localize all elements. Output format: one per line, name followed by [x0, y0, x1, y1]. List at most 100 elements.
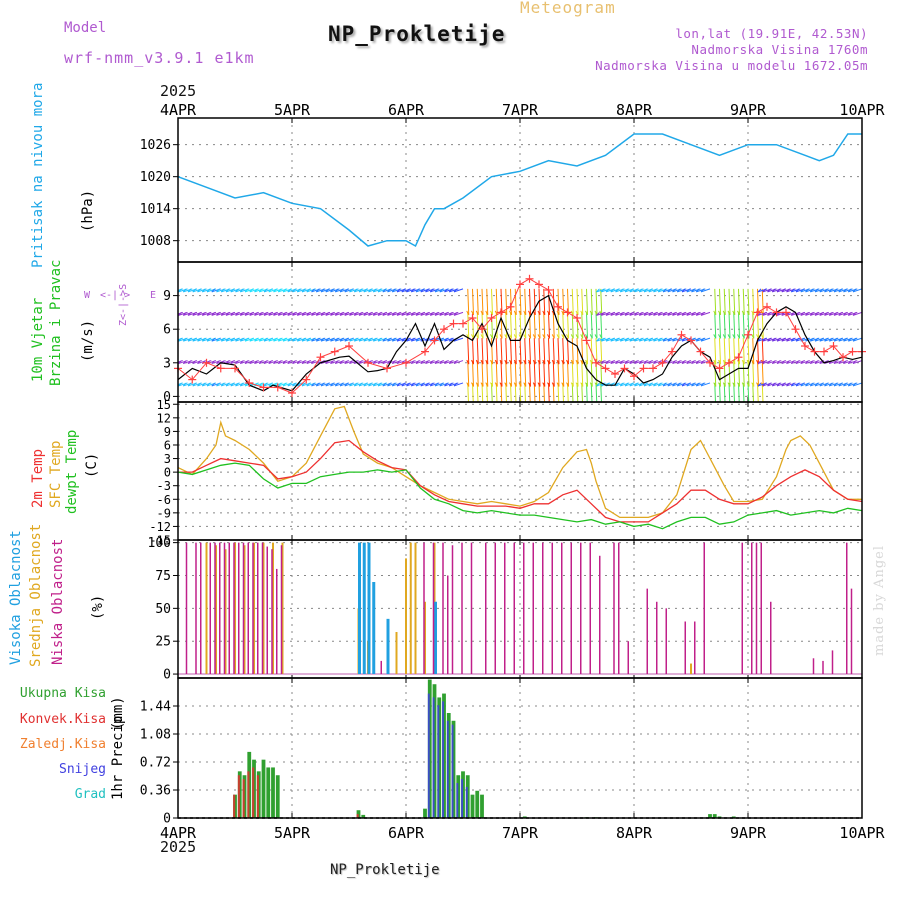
wind-arrow-head: [192, 337, 197, 342]
panel-bg: [178, 540, 862, 678]
wind-arrow-head: [211, 312, 216, 316]
wind-arrow-head: [537, 310, 541, 316]
wind-arrow-head: [847, 382, 852, 387]
wind-arrow: [519, 338, 522, 365]
wind-arrow-head: [311, 382, 315, 387]
wind-arrow-head: [201, 382, 206, 387]
wind-arrow-head: [732, 310, 736, 316]
wind-arrow-head: [282, 312, 287, 316]
wind-arrow: [852, 382, 862, 387]
precip-total-bar: [522, 816, 527, 818]
wind-arrow-head: [425, 382, 429, 387]
wind-arrow-head: [444, 382, 448, 387]
wind-arrow-head: [372, 312, 377, 316]
precip-snow-bar: [456, 783, 459, 818]
wind-arrow-head: [330, 312, 334, 316]
wind-arrow: [500, 338, 503, 365]
wind-arrow: [576, 288, 579, 315]
wind-arrow-head: [824, 382, 828, 387]
wind-arrow-head: [751, 310, 755, 316]
y-tick-label: 1026: [140, 138, 171, 153]
wind-arrow-head: [258, 382, 263, 387]
wind-arrow-head: [713, 334, 717, 339]
wind-arrow-head: [695, 382, 700, 387]
wind-arrow: [700, 288, 711, 293]
wind-arrow-head: [410, 360, 415, 364]
wind-arrow-head: [681, 312, 686, 316]
wind-arrow-head: [475, 382, 479, 387]
wind-arrow-head: [676, 288, 681, 293]
wind-arrow-head: [277, 360, 282, 364]
x-tick-label-bottom: 10APR: [839, 824, 885, 842]
wind-arrow-head: [296, 288, 301, 293]
wind-arrow-head: [273, 360, 277, 364]
wind-arrow-head: [239, 382, 244, 387]
wind-arrow-head: [523, 382, 527, 387]
wind-arrow: [543, 360, 546, 387]
wind-arrow-head: [790, 360, 795, 364]
wind-arrow: [747, 288, 750, 315]
y-tick-label: 25: [155, 635, 171, 650]
wind-arrow-head: [325, 382, 330, 387]
wind-arrow-head: [334, 337, 339, 342]
wind-arrow-head: [542, 310, 546, 316]
wind-arrow-head: [282, 382, 287, 387]
wind-arrow-head: [547, 359, 550, 365]
wind-arrow-head: [471, 359, 474, 365]
x-tick-label-bottom: 5APR: [274, 824, 311, 842]
wind-arrow-head: [339, 337, 344, 342]
wind-arrow-head: [410, 288, 415, 293]
wind-arrow-head: [372, 288, 377, 293]
wind-arrow-head: [206, 288, 211, 293]
wind-arrow: [567, 338, 569, 365]
wind-arrow-head: [819, 382, 824, 387]
wind-arrow-head: [254, 288, 258, 293]
wind-arrow: [543, 288, 546, 315]
wind-arrow-head: [624, 360, 629, 364]
wind-arrow-head: [182, 360, 187, 364]
wind-arrow-head: [596, 288, 600, 293]
wind-arrow-head: [263, 337, 268, 342]
wind-arrow-head: [781, 288, 786, 293]
wind-arrow-head: [434, 288, 439, 293]
wind-arrow-head: [648, 360, 653, 364]
wind-arrow-head: [391, 312, 396, 316]
wind-arrow-head: [439, 312, 444, 316]
wind-arrow-head: [406, 312, 410, 316]
wind-arrow-head: [600, 337, 605, 342]
chart-subtitle: Meteogram: [520, 0, 616, 17]
wind-arrow-head: [781, 337, 786, 342]
wind-arrow-head: [751, 382, 755, 387]
precip-total-bar: [480, 794, 484, 818]
wind-arrow-head: [182, 382, 187, 387]
model-elevation-label: Nadmorska Visina u modelu 1672.05m: [595, 58, 868, 73]
wind-arrow: [476, 360, 479, 387]
wind-arrow-head: [751, 334, 755, 339]
wind-arrow-head: [653, 382, 657, 387]
wind-arrow-head: [249, 312, 254, 316]
wind-arrow: [733, 382, 735, 402]
wind-arrow-head: [838, 337, 843, 342]
wind-arrow-head: [292, 288, 296, 293]
wind-arrow-head: [471, 382, 474, 387]
wind-arrow-head: [833, 382, 838, 387]
wind-arrow: [491, 360, 493, 387]
wind-arrow: [500, 288, 503, 315]
wind-arrow: [761, 338, 764, 365]
wind-arrow-head: [615, 360, 619, 364]
wind-arrow-head: [814, 337, 819, 342]
y-tick-label: -6: [157, 493, 171, 507]
wind-arrow-head: [466, 310, 470, 316]
wind-arrow-head: [330, 360, 334, 364]
wind-arrow: [453, 311, 464, 316]
wind-arrow: [761, 360, 764, 387]
wind-arrow-head: [311, 360, 315, 364]
precip-legend-snow: Snijeg: [59, 762, 106, 777]
wind-arrow: [581, 288, 584, 315]
wind-arrow-head: [561, 382, 565, 387]
wind-arrow-head: [192, 382, 197, 387]
wind-arrow: [543, 312, 546, 339]
wind-arrow-head: [751, 359, 755, 365]
wind-arrow-head: [513, 310, 517, 316]
